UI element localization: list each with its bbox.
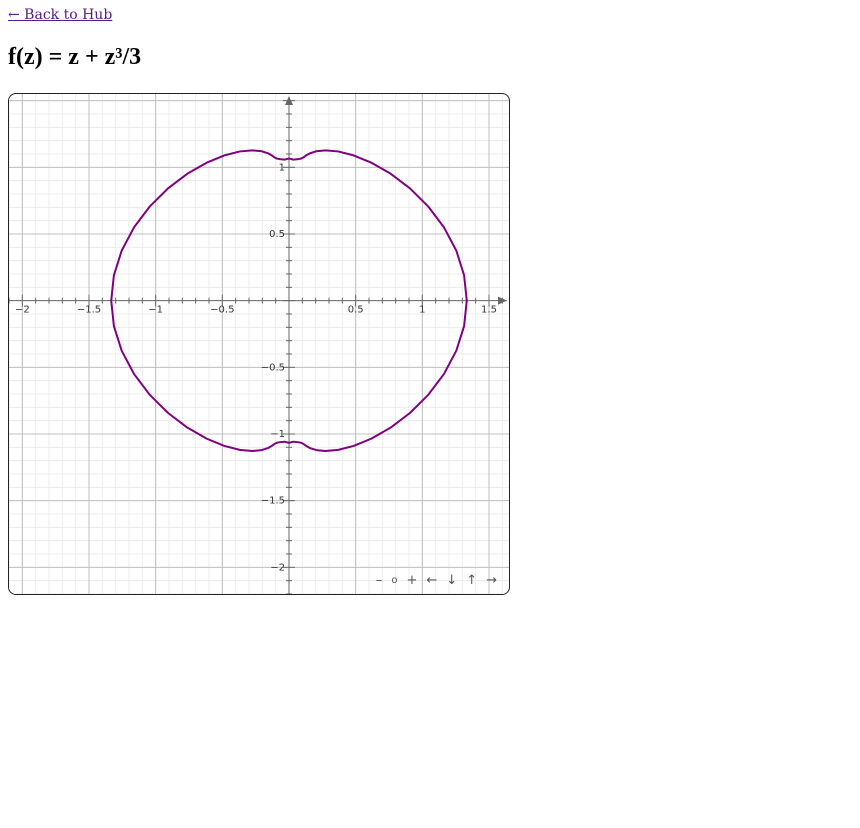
zoom-in-button[interactable]: +	[406, 573, 418, 588]
curve	[110, 149, 468, 453]
axes	[9, 96, 507, 594]
grid	[9, 94, 509, 594]
zoom-reset-button[interactable]: o	[391, 575, 398, 586]
pan-up-button[interactable]: ↑	[466, 573, 478, 588]
y-tick-label: −1.5	[261, 496, 285, 507]
x-tick-label: −0.5	[210, 305, 234, 316]
plot-board[interactable]: −2 −1.5 −1 −0.5 0.5 1 1.5 −2 −1.5 −1 −0.5 0.5 1 – o …	[8, 93, 510, 595]
series-line	[110, 149, 468, 453]
page-title: f(z) = z + z³/3	[8, 44, 142, 70]
x-tick-label: −1.5	[77, 305, 101, 316]
plot-canvas[interactable]: −2 −1.5 −1 −0.5 0.5 1 1.5 −2 −1.5 −1 −0.5 0.5 1	[9, 94, 509, 594]
y-tick-label: −2	[270, 562, 285, 573]
x-tick-label: 1	[419, 305, 425, 316]
y-tick-label: 1	[279, 162, 285, 173]
x-tick-label: −1	[148, 305, 163, 316]
tick-labels: −2 −1.5 −1 −0.5 0.5 1 1.5 −2 −1.5 −1 −0.5 0.5 1	[15, 162, 497, 573]
pan-down-button[interactable]: ↓	[446, 573, 458, 588]
y-tick-label: 0.5	[269, 229, 285, 240]
zoom-out-button[interactable]: –	[375, 573, 383, 588]
navigation-bar: – o + ← ↓ ↑ →	[376, 573, 497, 588]
pan-left-button[interactable]: ←	[426, 573, 438, 588]
x-tick-label: 1.5	[481, 305, 497, 316]
y-tick-label: −0.5	[261, 362, 285, 373]
back-to-hub-link[interactable]: ← Back to Hub	[8, 7, 113, 23]
y-tick-label: −1	[270, 429, 285, 440]
x-tick-label: −2	[15, 305, 30, 316]
x-tick-label: 0.5	[348, 305, 364, 316]
pan-right-button[interactable]: →	[486, 573, 497, 588]
